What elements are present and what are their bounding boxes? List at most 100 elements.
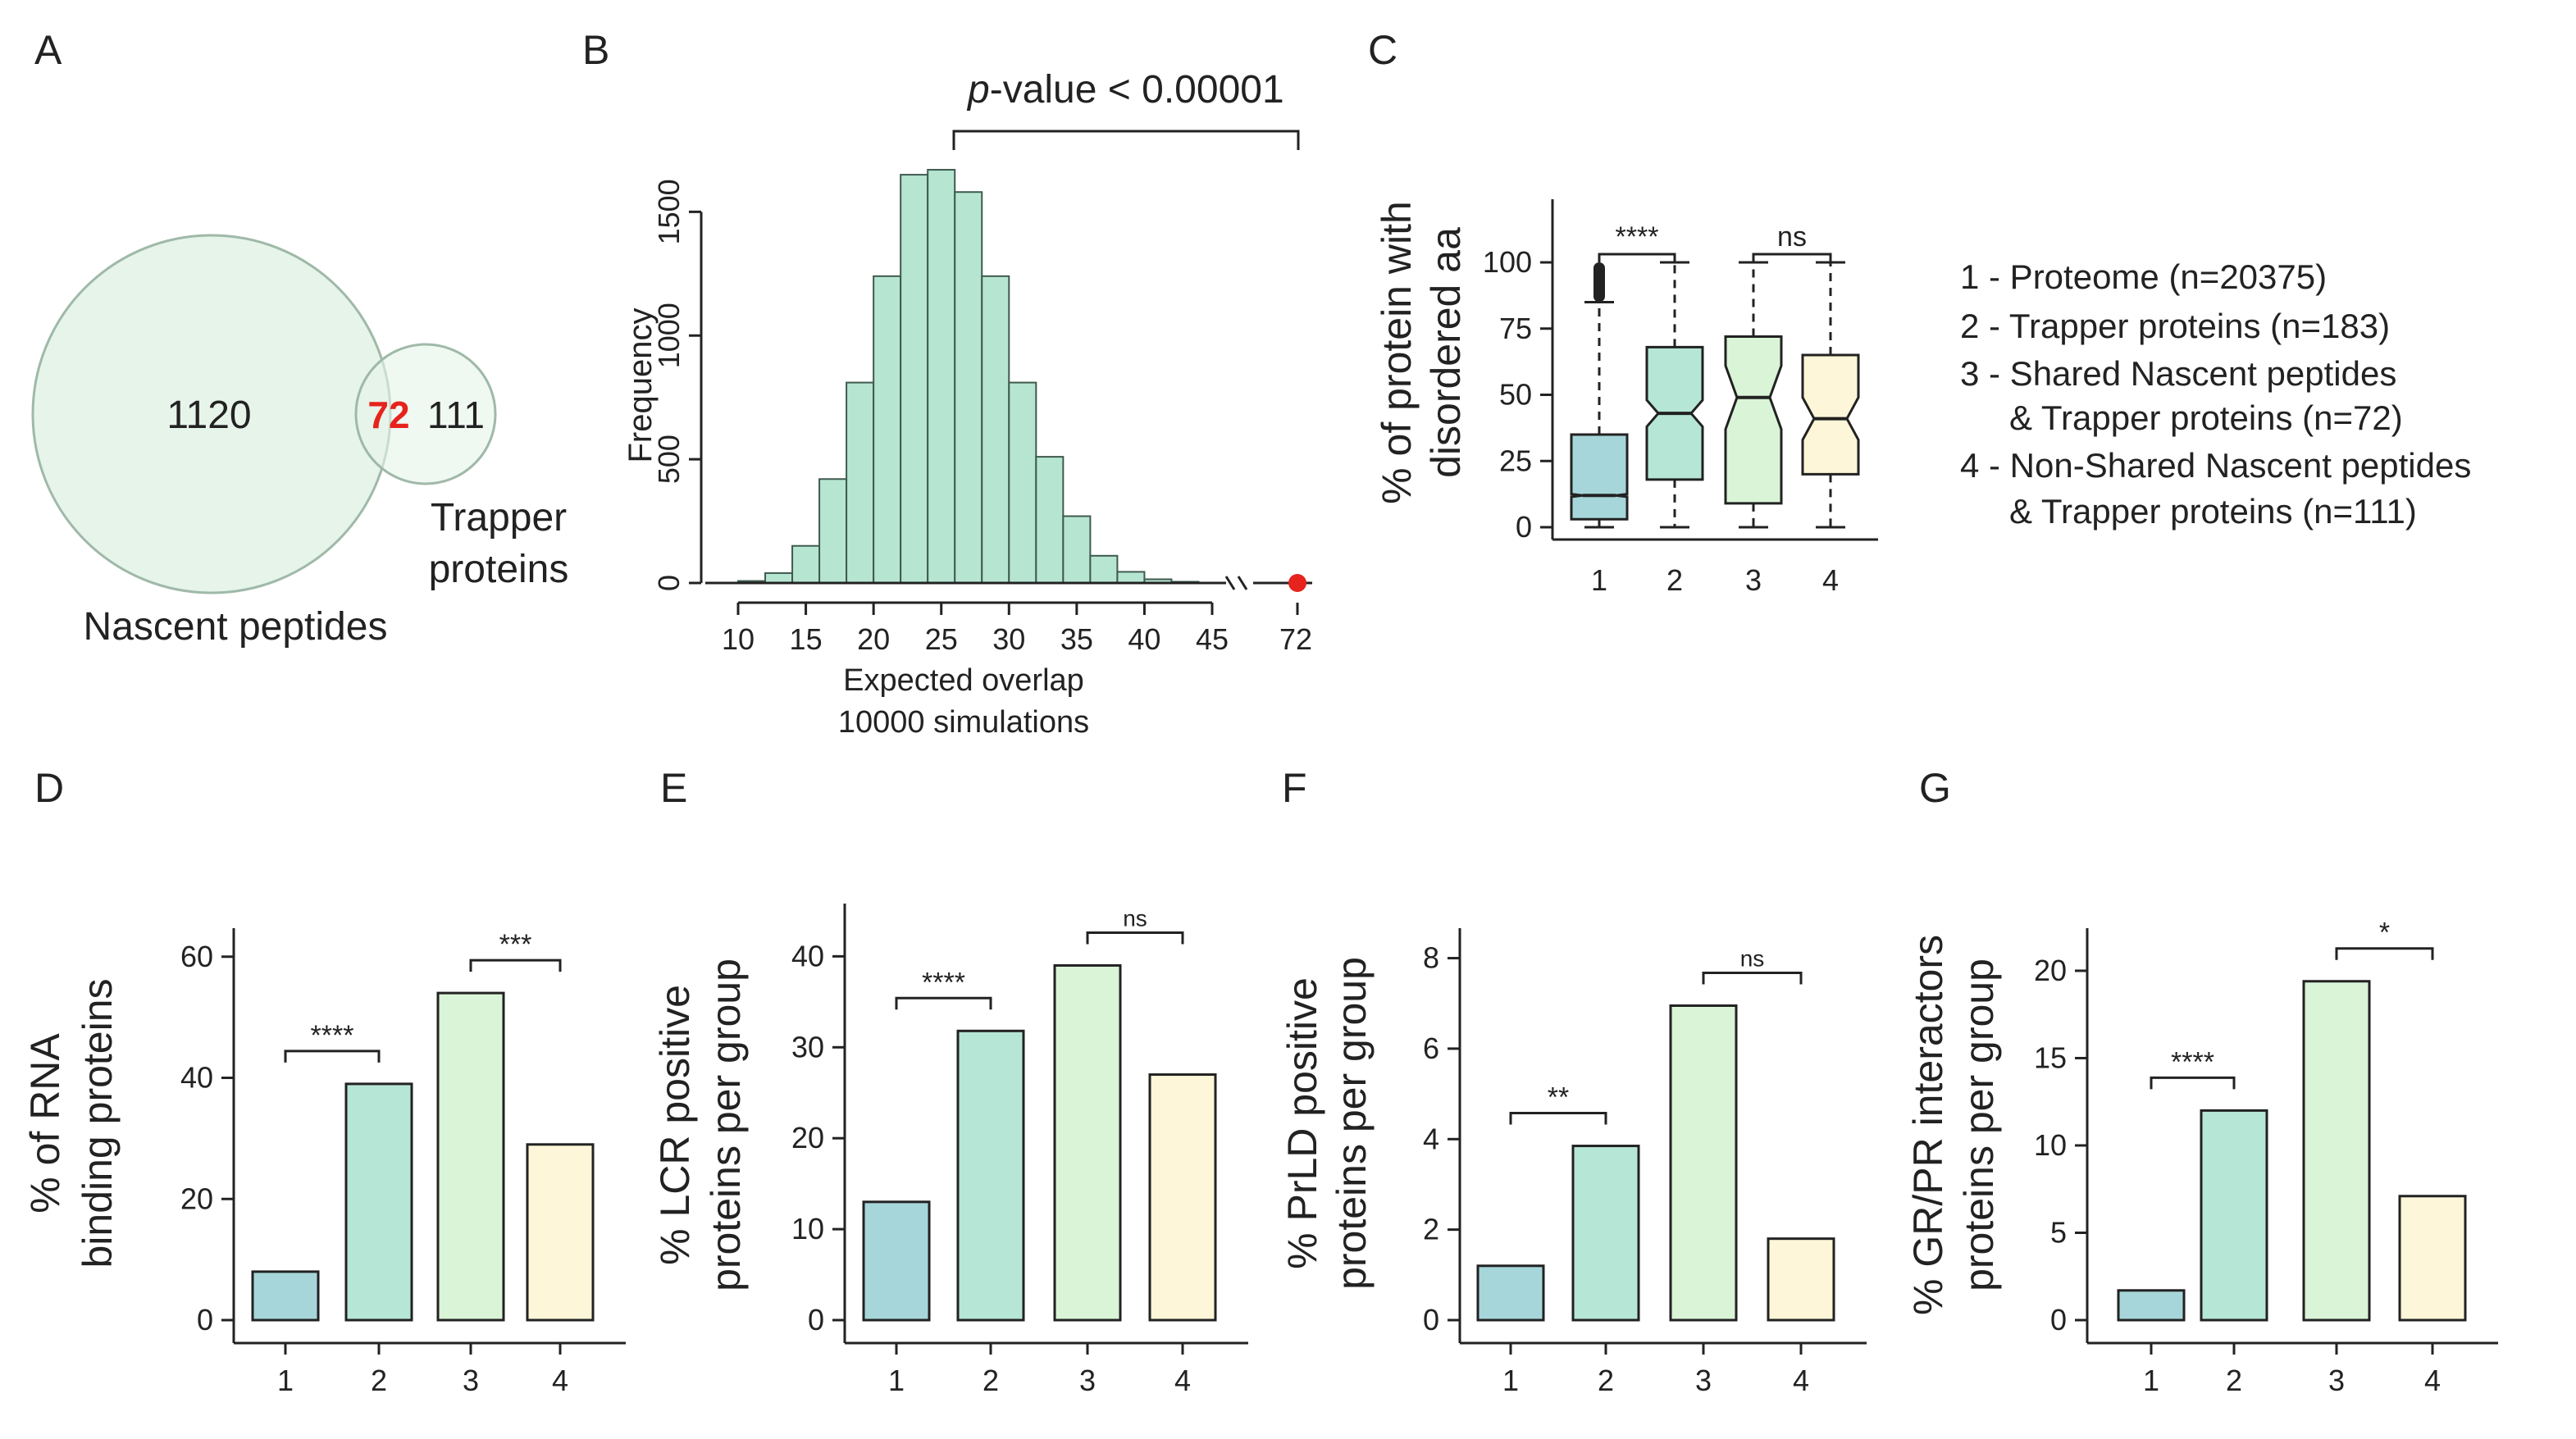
- bar-group-3: [1053, 963, 1122, 1322]
- x-tick-label: 2: [1598, 1364, 1614, 1397]
- histogram-bar: [1116, 571, 1146, 585]
- y-tick-label: 40: [791, 939, 824, 972]
- significance-label: ns: [1123, 905, 1147, 931]
- y-tick-label: 20: [791, 1121, 824, 1154]
- bar-group-3: [2302, 980, 2371, 1322]
- y-tick-label: 10: [2034, 1128, 2067, 1162]
- panel-b: B p-value < 0.00001 10 15 20 25 30 35 40 45 0 500…: [582, 27, 1312, 740]
- bar-group-4: [526, 1143, 595, 1322]
- group-legend: 1 - Proteome (n=20375) 2 - Trapper prote…: [1960, 257, 2471, 531]
- legend-item-4: 4 - Non-Shared Nascent peptides: [1960, 446, 2471, 485]
- histogram-bar: [1008, 381, 1037, 584]
- boxplot: 0 25 50 75 100 1 2 3 4 **** ns: [1483, 199, 1878, 597]
- x-tick-label: 4: [1793, 1364, 1809, 1397]
- y-tick-label: 6: [1423, 1031, 1439, 1065]
- y-tick-label: 1000: [652, 303, 686, 368]
- pvalue-bracket: [952, 130, 1300, 150]
- significance-label: **: [1548, 1082, 1569, 1113]
- significance-bracket: [895, 996, 992, 1010]
- y-tick-label: 0: [652, 575, 686, 591]
- histogram-bar: [981, 275, 1010, 584]
- significance-bracket: [1509, 1112, 1607, 1125]
- panel-b-label: B: [582, 27, 609, 73]
- significance-bracket: [1598, 253, 1676, 262]
- histogram-xlabel-2: 10000 simulations: [838, 705, 1089, 740]
- histogram-axes: 10 15 20 25 30 35 40 45 0 500 1000 1500: [652, 179, 1312, 656]
- venn-right-value: 111: [427, 394, 485, 436]
- x-tick-label: 20: [857, 622, 890, 656]
- x-tick-label: 40: [1128, 622, 1160, 656]
- legend-item-1: 1 - Proteome (n=20375): [1960, 257, 2327, 296]
- histogram-bar: [1062, 515, 1092, 585]
- x-tick-label: 2: [1666, 563, 1683, 597]
- histogram-bar: [818, 478, 848, 585]
- y-tick-label: 0: [197, 1303, 213, 1337]
- significance-label: ****: [2171, 1046, 2214, 1077]
- x-break-tick-label: 72: [1279, 622, 1312, 656]
- significance-bracket: [1086, 931, 1184, 945]
- barchart-d-ylabel-2: binding proteins: [75, 978, 121, 1268]
- barchart-f-ylabel-2: proteins per group: [1329, 957, 1375, 1290]
- y-tick-label: 0: [1516, 510, 1532, 544]
- panel-a-label: A: [34, 27, 62, 73]
- observed-point: [1288, 574, 1306, 592]
- x-tick-label: 1: [1502, 1364, 1519, 1397]
- x-tick-label: 2: [983, 1364, 999, 1397]
- histogram-bar: [954, 191, 983, 584]
- y-tick-label: 25: [1499, 444, 1532, 477]
- bar-group-2: [956, 1029, 1025, 1322]
- histogram-bar: [846, 381, 875, 584]
- pvalue-text: -value < 0.00001: [990, 68, 1284, 112]
- significance-bracket: [2150, 1076, 2236, 1090]
- y-tick-label: 5: [2050, 1215, 2067, 1249]
- y-tick-label: 500: [652, 435, 686, 484]
- y-tick-label: 8: [1423, 941, 1439, 975]
- x-tick-label: 30: [992, 622, 1025, 656]
- significance-label: ****: [922, 967, 965, 998]
- x-tick-label: 2: [2226, 1364, 2242, 1397]
- significance-bracket: [1702, 971, 1803, 985]
- significance-label: ns: [1740, 945, 1765, 971]
- x-tick-label: 10: [722, 622, 755, 656]
- y-tick-label: 1500: [652, 179, 686, 244]
- x-tick-label: 3: [2328, 1364, 2345, 1397]
- venn-right-label-2: proteins: [429, 548, 569, 591]
- bar-group-4: [1148, 1073, 1217, 1322]
- panel-d-label: D: [34, 765, 64, 811]
- legend-item-3-cont: & Trapper proteins (n=72): [2009, 398, 2403, 437]
- barchart-e: 0 10 20 30 40 1 2 3 4 **** ns: [791, 904, 1248, 1397]
- significance-label: *: [2379, 918, 2390, 949]
- axis-break-marks: [1224, 576, 1248, 590]
- bar-group-1: [1476, 1264, 1545, 1322]
- significance-label: ****: [311, 1020, 354, 1051]
- x-tick-label: 4: [1174, 1364, 1191, 1397]
- y-tick-label: 0: [1423, 1303, 1439, 1337]
- significance-label: ns: [1777, 221, 1807, 253]
- histogram-ylabel: Frequency: [622, 308, 659, 463]
- x-tick-label: 3: [1695, 1364, 1712, 1397]
- barchart-e-ylabel: % LCR positive: [652, 985, 698, 1265]
- panel-c-label: C: [1368, 27, 1397, 73]
- boxplot-ylabel-2: disordered aa: [1423, 227, 1469, 478]
- bar-group-3: [1669, 1004, 1738, 1322]
- histogram-bar: [1035, 456, 1065, 584]
- bar-group-3: [436, 991, 505, 1322]
- legend-item-4-cont: & Trapper proteins (n=111): [2009, 492, 2417, 531]
- boxplot-ylabel: % of protein with: [1374, 201, 1420, 504]
- venn-left-value: 1120: [166, 394, 251, 437]
- bar-group-1: [2117, 1289, 2186, 1322]
- y-tick-label: 50: [1499, 378, 1532, 412]
- bar-group-2: [2200, 1109, 2268, 1322]
- y-tick-label: 100: [1483, 245, 1532, 279]
- x-tick-label: 2: [371, 1364, 387, 1397]
- x-tick-label: 4: [2424, 1364, 2441, 1397]
- panel-g-label: G: [1919, 765, 1951, 811]
- bar-group-4: [2398, 1195, 2467, 1322]
- pvalue-italic: p: [966, 68, 990, 112]
- histogram-bar: [791, 544, 821, 584]
- panel-e-label: E: [660, 765, 687, 811]
